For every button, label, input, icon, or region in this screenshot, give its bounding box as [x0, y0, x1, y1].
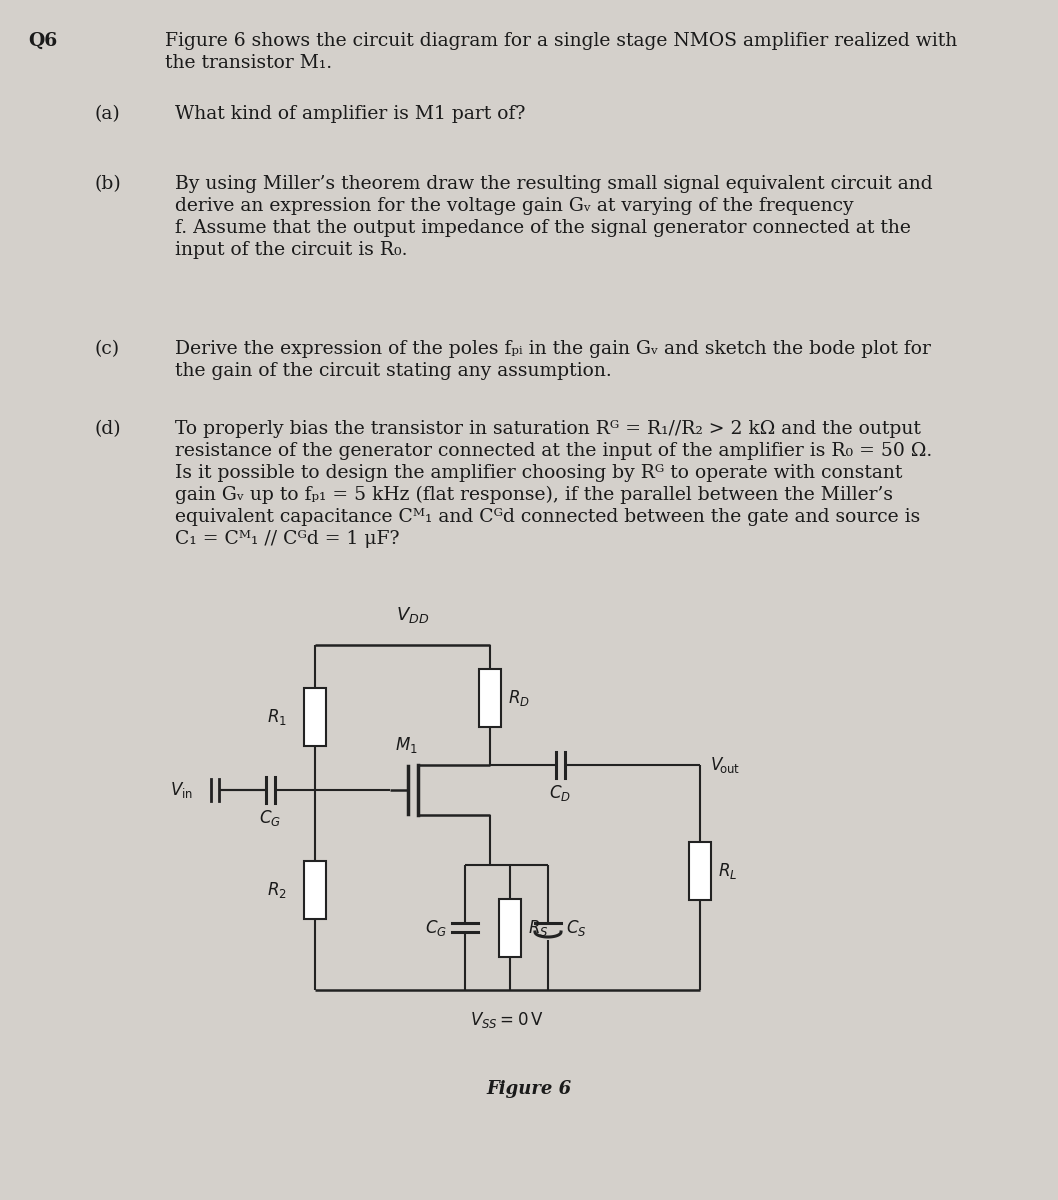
Text: the gain of the circuit stating any assumption.: the gain of the circuit stating any assu… — [175, 362, 612, 380]
Text: What kind of amplifier is M1 part of?: What kind of amplifier is M1 part of? — [175, 104, 526, 122]
Text: Figure 6: Figure 6 — [487, 1080, 571, 1098]
Text: (d): (d) — [95, 420, 122, 438]
Text: gain Gᵥ up to fₚ₁ = 5 kHz (flat response), if the parallel between the Miller’s: gain Gᵥ up to fₚ₁ = 5 kHz (flat response… — [175, 486, 893, 504]
Text: (c): (c) — [95, 340, 121, 358]
Text: the transistor M₁.: the transistor M₁. — [165, 54, 332, 72]
Text: $V_{SS} = 0\,\mathrm{V}$: $V_{SS} = 0\,\mathrm{V}$ — [470, 1010, 544, 1030]
Text: By using Miller’s theorem draw the resulting small signal equivalent circuit and: By using Miller’s theorem draw the resul… — [175, 175, 932, 193]
Text: input of the circuit is R₀.: input of the circuit is R₀. — [175, 241, 407, 259]
Text: $C_D$: $C_D$ — [549, 782, 571, 803]
Bar — [479, 670, 501, 727]
Text: $M_1$: $M_1$ — [395, 734, 418, 755]
Text: Figure 6 shows the circuit diagram for a single stage NMOS amplifier realized wi: Figure 6 shows the circuit diagram for a… — [165, 32, 957, 50]
Text: C₁ = Cᴹ₁ // Cᴳd = 1 μF?: C₁ = Cᴹ₁ // Cᴳd = 1 μF? — [175, 530, 400, 548]
Text: $V_{\!\mathrm{out}}$: $V_{\!\mathrm{out}}$ — [710, 755, 741, 775]
Text: Is it possible to design the amplifier choosing by Rᴳ to operate with constant: Is it possible to design the amplifier c… — [175, 464, 902, 482]
Text: $R_L$: $R_L$ — [718, 862, 737, 881]
Text: $R_2$: $R_2$ — [268, 880, 287, 900]
Text: $R_S$: $R_S$ — [528, 918, 548, 937]
Bar — [304, 862, 326, 919]
Text: $C_G$: $C_G$ — [259, 808, 281, 828]
Text: (a): (a) — [95, 104, 121, 122]
Text: To properly bias the transistor in saturation Rᴳ = R₁//R₂ > 2 kΩ and the output: To properly bias the transistor in satur… — [175, 420, 920, 438]
Text: f. Assume that the output impedance of the signal generator connected at the: f. Assume that the output impedance of t… — [175, 218, 911, 236]
Text: $V_{\mathrm{in}}$: $V_{\mathrm{in}}$ — [170, 780, 193, 800]
Text: equivalent capacitance Cᴹ₁ and Cᴳd connected between the gate and source is: equivalent capacitance Cᴹ₁ and Cᴳd conne… — [175, 508, 920, 526]
Text: $C_G$: $C_G$ — [425, 918, 446, 937]
Text: $R_D$: $R_D$ — [508, 688, 530, 708]
Text: Derive the expression of the poles fₚᵢ in the gain Gᵥ and sketch the bode plot f: Derive the expression of the poles fₚᵢ i… — [175, 340, 931, 358]
Bar — [499, 899, 521, 956]
Text: Q6: Q6 — [28, 32, 57, 50]
Text: (b): (b) — [95, 175, 122, 193]
Bar — [689, 842, 711, 900]
Text: resistance of the generator connected at the input of the amplifier is R₀ = 50 Ω: resistance of the generator connected at… — [175, 442, 932, 460]
Text: derive an expression for the voltage gain Gᵥ at varying of the frequency: derive an expression for the voltage gai… — [175, 197, 854, 215]
Text: $R_1$: $R_1$ — [267, 707, 287, 727]
Bar — [304, 688, 326, 746]
Text: $C_S$: $C_S$ — [566, 918, 586, 937]
Text: $V_{DD}$: $V_{DD}$ — [396, 605, 430, 625]
